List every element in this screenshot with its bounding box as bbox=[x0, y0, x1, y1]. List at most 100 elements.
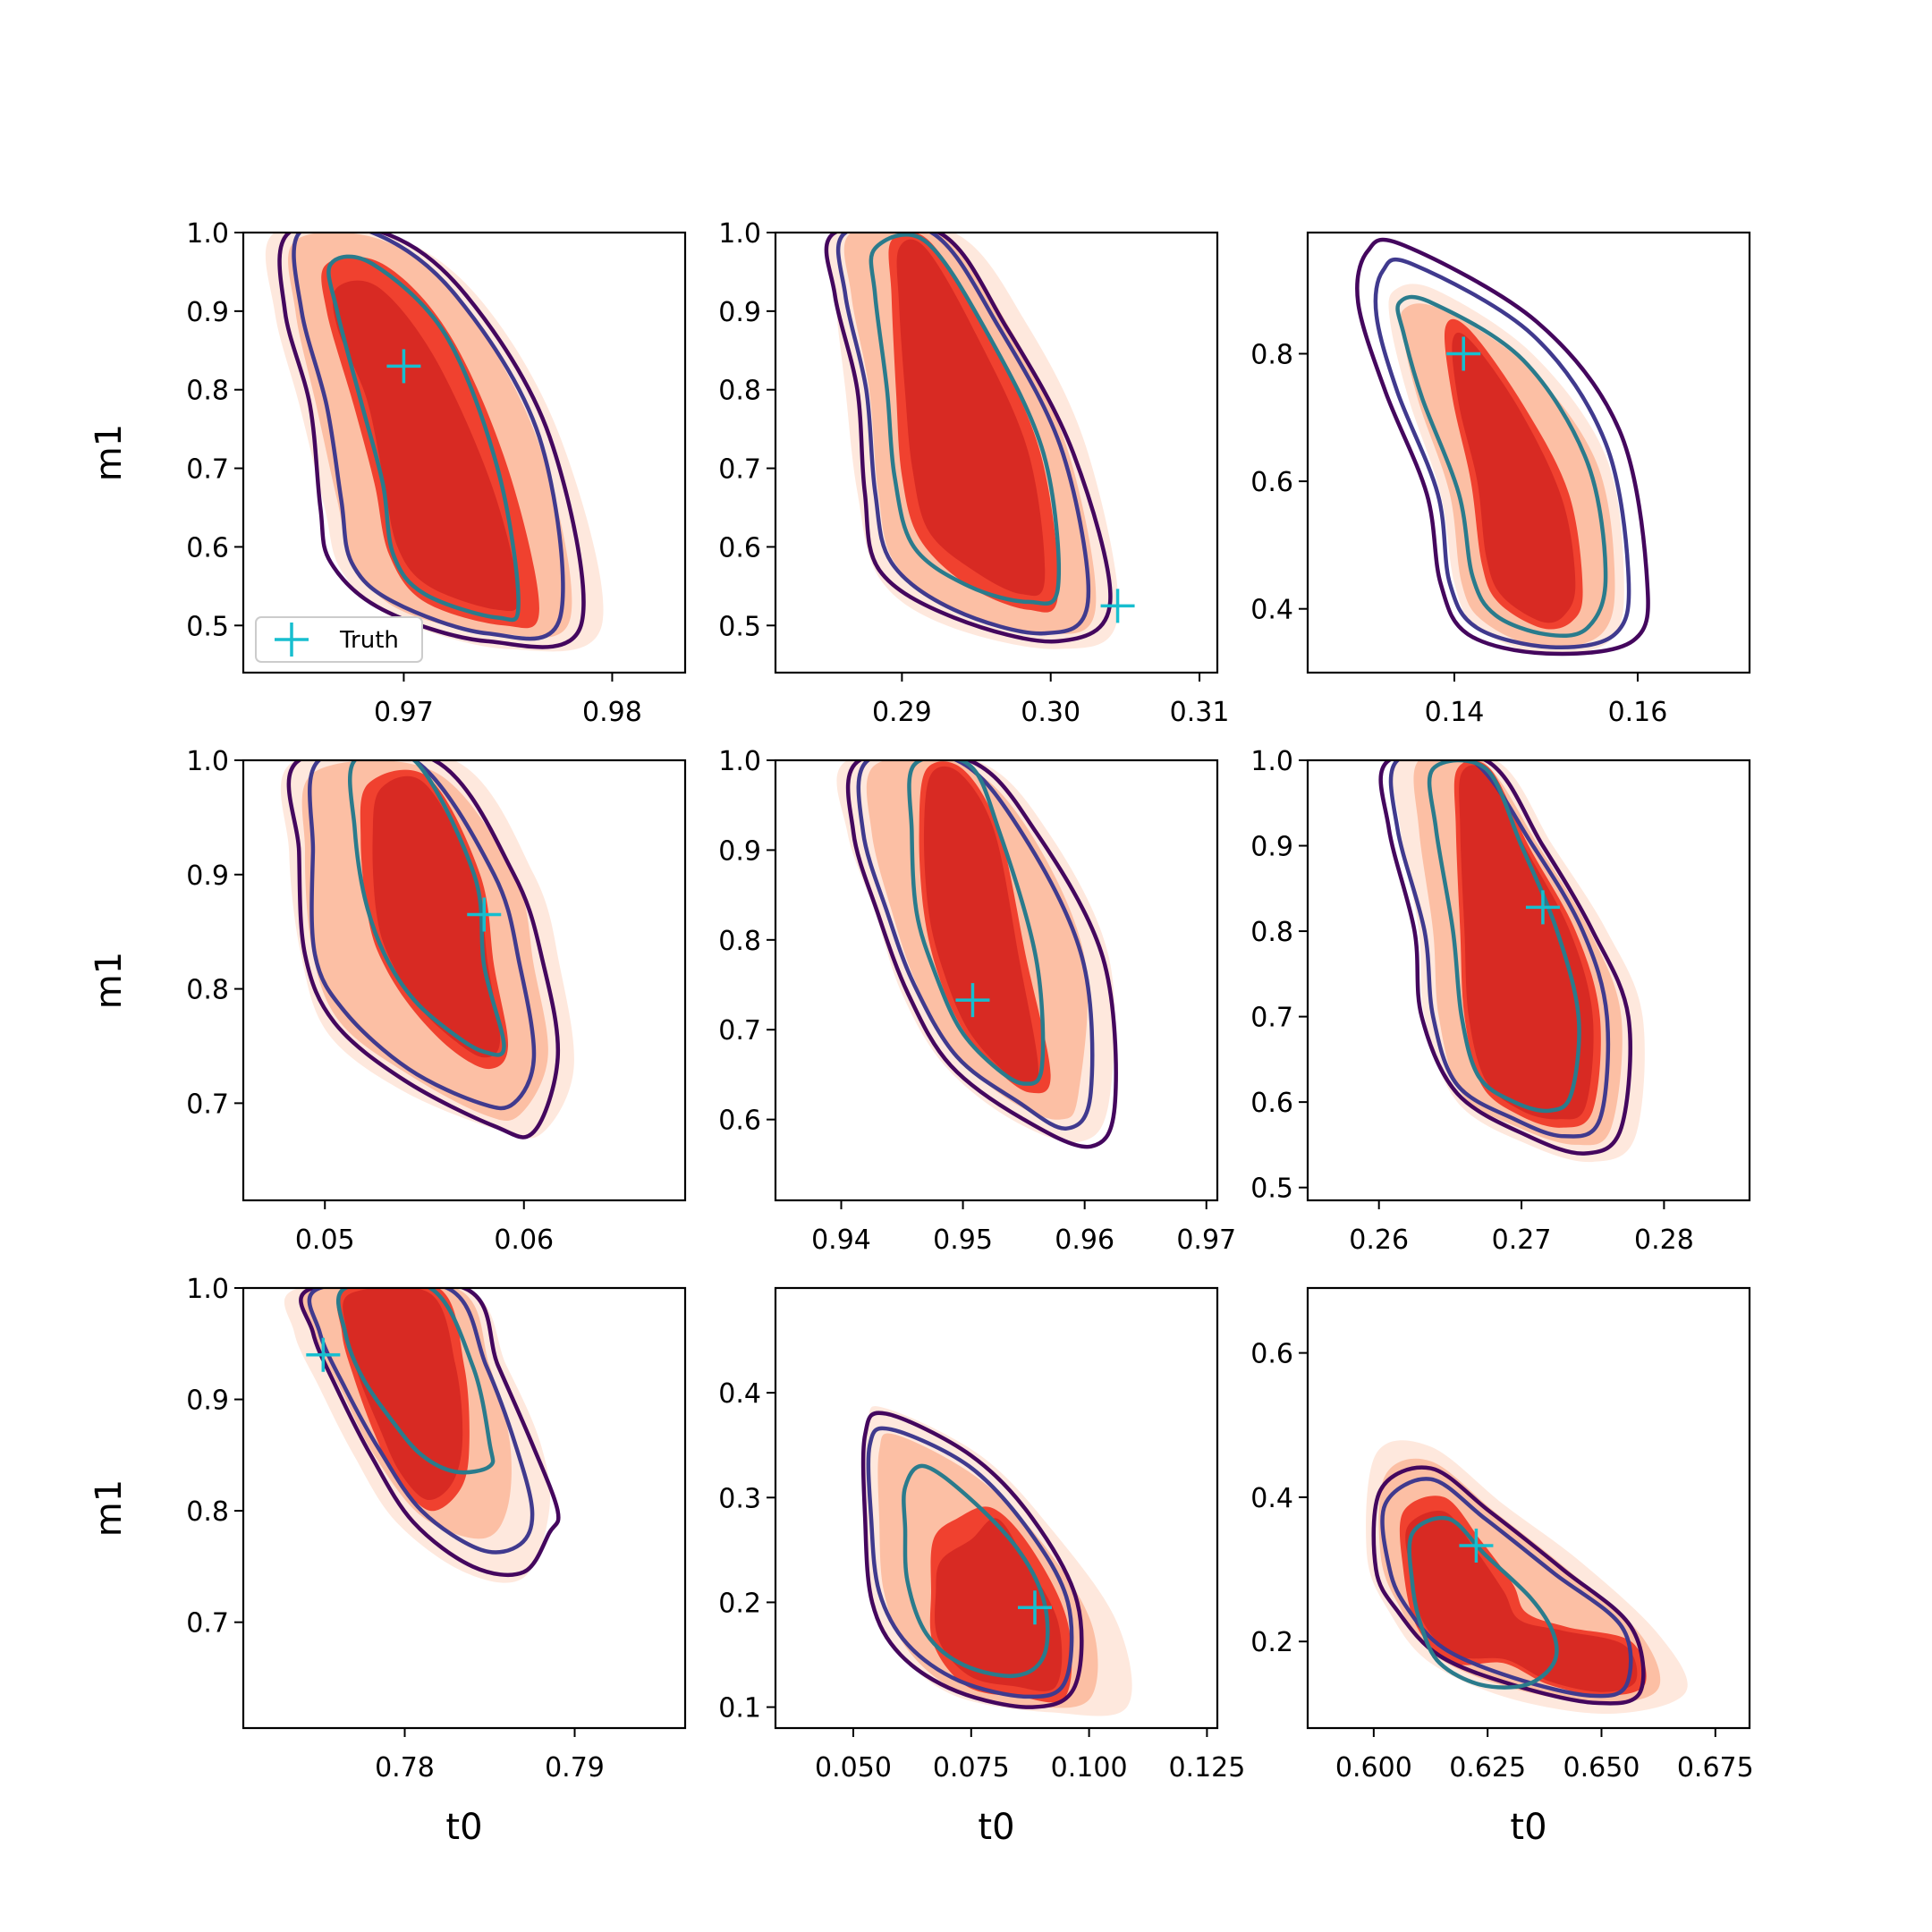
contour-line-mid bbox=[835, 233, 1091, 636]
plot-area bbox=[836, 760, 1118, 1149]
y-tick-label: 0.5 bbox=[718, 611, 761, 642]
x-tick-label: 0.05 bbox=[295, 1224, 355, 1256]
panel-r3c2: 0.050 0.075 0.100 0.125 0.1 0.2 0.3 0.4 t0 bbox=[718, 1286, 1245, 1848]
contour-line-outer bbox=[1371, 1465, 1646, 1706]
truth-marker bbox=[386, 349, 421, 384]
y-tick-label: 0.3 bbox=[718, 1483, 761, 1514]
x-tick-label: 0.100 bbox=[1051, 1752, 1128, 1784]
y-tick-label: 1.0 bbox=[718, 746, 761, 777]
y-tick-label: 0.6 bbox=[1250, 1339, 1293, 1370]
y-tick-label: 0.5 bbox=[1250, 1174, 1293, 1205]
panel-r3c1: 0.78 0.79 0.7 0.8 0.9 1.0 m1 t0 bbox=[89, 1274, 687, 1848]
x-tick-label: 0.31 bbox=[1170, 697, 1230, 728]
y-tick-label: 1.0 bbox=[718, 218, 761, 250]
y-tick-label: 0.7 bbox=[186, 1089, 229, 1120]
contour-line-mid bbox=[307, 1288, 535, 1555]
density-fill-level-4 bbox=[1459, 765, 1594, 1120]
y-tick-label: 0.9 bbox=[718, 297, 761, 328]
y-tick-label: 0.9 bbox=[1250, 832, 1293, 863]
panel-r1c1: 0.97 0.98 0.5 0.6 0.7 0.8 0.9 1.0 m1 Truth bbox=[89, 218, 687, 728]
contour-line-mid bbox=[1380, 1477, 1633, 1699]
axes-frame bbox=[1306, 1286, 1751, 1730]
legend-label: Truth bbox=[339, 627, 399, 654]
y-axis-label: m1 bbox=[89, 1479, 130, 1537]
x-tick-label: 0.14 bbox=[1425, 697, 1485, 728]
contour-line-outer bbox=[845, 760, 1118, 1149]
y-tick-label: 0.8 bbox=[1250, 917, 1293, 948]
y-tick-label: 0.4 bbox=[1250, 595, 1293, 626]
truth-marker bbox=[306, 1337, 341, 1372]
contour-line-outer bbox=[860, 1411, 1084, 1709]
y-tick-label: 0.6 bbox=[718, 1106, 761, 1137]
x-tick-label: 0.30 bbox=[1021, 697, 1080, 728]
x-tick-label: 0.675 bbox=[1677, 1752, 1754, 1784]
y-tick-label: 0.7 bbox=[718, 1015, 761, 1046]
x-tick-label: 0.650 bbox=[1563, 1752, 1640, 1784]
x-tick-label: 0.78 bbox=[375, 1752, 435, 1784]
y-tick-label: 0.1 bbox=[718, 1693, 761, 1724]
y-tick-label: 0.6 bbox=[718, 532, 761, 564]
legend-box bbox=[255, 616, 423, 663]
x-tick-label: 0.625 bbox=[1449, 1752, 1526, 1784]
plus-icon bbox=[275, 623, 309, 657]
y-tick-label: 0.2 bbox=[1250, 1627, 1293, 1658]
y-axis-label: m1 bbox=[89, 952, 130, 1009]
contour-line-inner bbox=[326, 254, 521, 623]
y-tick-label: 1.0 bbox=[186, 218, 229, 250]
legend: Truth bbox=[255, 616, 423, 663]
plot-area bbox=[1366, 1440, 1688, 1715]
x-tick-label: 0.050 bbox=[815, 1752, 892, 1784]
y-tick-label: 0.7 bbox=[186, 454, 229, 486]
x-tick-label: 0.600 bbox=[1335, 1752, 1412, 1784]
contour-line-outer bbox=[824, 233, 1113, 644]
y-tick-label: 0.8 bbox=[186, 1496, 229, 1528]
plot-area bbox=[1355, 237, 1650, 657]
panel-r2c2: 0.94 0.95 0.96 0.97 0.6 0.7 0.8 0.9 1.0 bbox=[718, 746, 1236, 1256]
axes-frame bbox=[774, 758, 1219, 1202]
y-tick-label: 0.9 bbox=[186, 1385, 229, 1417]
y-tick-label: 0.8 bbox=[718, 376, 761, 407]
y-tick-label: 0.9 bbox=[186, 860, 229, 892]
contour-line-outer bbox=[277, 233, 586, 649]
contour-line-mid bbox=[866, 1426, 1074, 1699]
plot-area bbox=[265, 233, 604, 652]
plot-area bbox=[824, 233, 1119, 649]
plot-area bbox=[280, 760, 574, 1140]
contour-line-outer bbox=[286, 760, 561, 1140]
x-tick-label: 0.16 bbox=[1608, 697, 1668, 728]
contour-line-mid bbox=[1388, 760, 1611, 1139]
x-tick-label: 0.075 bbox=[933, 1752, 1010, 1784]
plot-area bbox=[1378, 760, 1645, 1163]
axes-frame bbox=[774, 231, 1219, 674]
truth-marker bbox=[1446, 336, 1481, 371]
contour-line-mid bbox=[292, 233, 565, 641]
contour-line-inner bbox=[335, 1288, 496, 1475]
contour-line-outer bbox=[1378, 760, 1632, 1156]
x-axis-label: t0 bbox=[978, 1807, 1014, 1848]
x-tick-label: 0.95 bbox=[933, 1224, 993, 1256]
y-axis-label: m1 bbox=[89, 424, 130, 481]
axes-frame bbox=[1306, 231, 1751, 674]
x-axis-label: t0 bbox=[445, 1807, 482, 1848]
density-fill-level-4 bbox=[372, 775, 501, 1058]
y-tick-label: 0.9 bbox=[718, 835, 761, 867]
contour-line-inner bbox=[1427, 760, 1581, 1114]
contour-line-inner bbox=[902, 1463, 1050, 1679]
x-tick-label: 0.26 bbox=[1349, 1224, 1409, 1256]
density-fill-level-4 bbox=[923, 766, 1039, 1086]
contour-line-inner bbox=[907, 760, 1046, 1086]
truth-marker bbox=[1459, 1528, 1494, 1563]
truth-marker bbox=[1017, 1590, 1052, 1625]
panel-r2c1: 0.05 0.06 0.7 0.8 0.9 1.0 m1 bbox=[89, 746, 687, 1256]
axes-frame bbox=[242, 231, 687, 674]
x-tick-label: 0.98 bbox=[582, 697, 642, 728]
contour-line-mid bbox=[1373, 257, 1631, 650]
y-tick-label: 0.4 bbox=[718, 1378, 761, 1410]
axes-frame bbox=[774, 1286, 1219, 1730]
panel-r1c3: 0.14 0.16 0.4 0.6 0.8 bbox=[1250, 231, 1751, 728]
axes-frame bbox=[242, 758, 687, 1202]
x-tick-label: 0.97 bbox=[374, 697, 434, 728]
x-tick-label: 0.27 bbox=[1492, 1224, 1552, 1256]
density-fill-level-4 bbox=[332, 280, 519, 612]
y-tick-label: 0.7 bbox=[1250, 1003, 1293, 1034]
